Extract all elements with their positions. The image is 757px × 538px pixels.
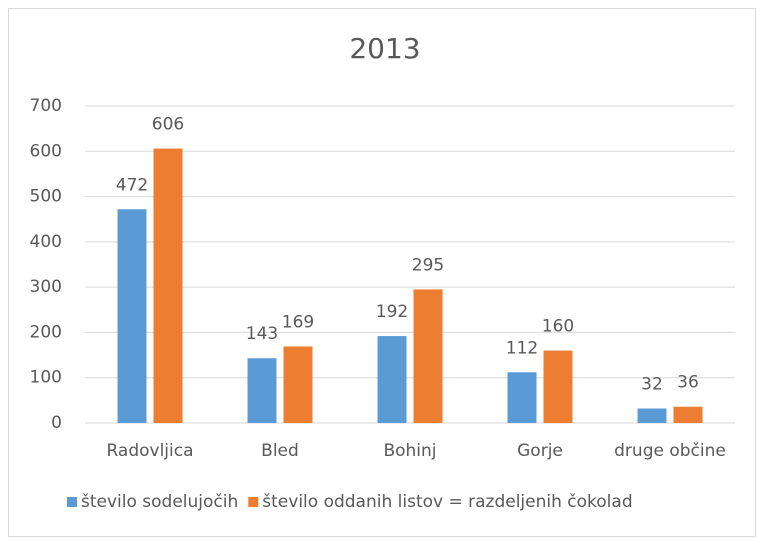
legend-label: število sodelujočih bbox=[81, 492, 238, 512]
data-label: 160 bbox=[542, 317, 574, 337]
y-tick-label: 600 bbox=[30, 141, 62, 161]
bar bbox=[507, 372, 537, 423]
bar bbox=[117, 209, 147, 423]
bar bbox=[413, 289, 443, 423]
data-label: 295 bbox=[412, 255, 444, 275]
legend-swatch bbox=[248, 497, 259, 507]
y-tick-label: 100 bbox=[30, 368, 62, 388]
data-label: 36 bbox=[677, 373, 699, 393]
data-label: 32 bbox=[641, 375, 663, 395]
y-tick-label: 300 bbox=[30, 277, 62, 297]
chart-title: 2013 bbox=[349, 32, 420, 65]
data-label: 169 bbox=[282, 312, 314, 332]
x-tick-label: druge občine bbox=[614, 441, 726, 461]
y-tick-label: 400 bbox=[30, 232, 62, 252]
x-tick-label: Bohinj bbox=[383, 441, 436, 461]
bar bbox=[377, 336, 407, 423]
legend-label: število oddanih listov = razdeljenih čok… bbox=[262, 492, 632, 512]
bar bbox=[673, 406, 703, 423]
bar bbox=[247, 358, 277, 423]
bar bbox=[543, 350, 573, 423]
y-tick-label: 0 bbox=[51, 413, 62, 433]
x-tick-label: Bled bbox=[261, 441, 299, 461]
data-label: 472 bbox=[116, 175, 148, 195]
x-tick-label: Gorje bbox=[517, 441, 563, 461]
bar bbox=[637, 408, 667, 423]
y-tick-label: 200 bbox=[30, 322, 62, 342]
legend-swatch bbox=[67, 497, 77, 507]
bar bbox=[283, 346, 313, 423]
y-tick-label: 500 bbox=[30, 187, 62, 207]
data-label: 112 bbox=[506, 338, 538, 358]
x-tick-label: Radovljica bbox=[106, 441, 193, 461]
y-tick-label: 700 bbox=[30, 96, 62, 116]
data-label: 192 bbox=[376, 302, 408, 322]
data-label: 606 bbox=[152, 115, 184, 135]
bar bbox=[153, 148, 183, 423]
data-label: 143 bbox=[246, 324, 278, 344]
